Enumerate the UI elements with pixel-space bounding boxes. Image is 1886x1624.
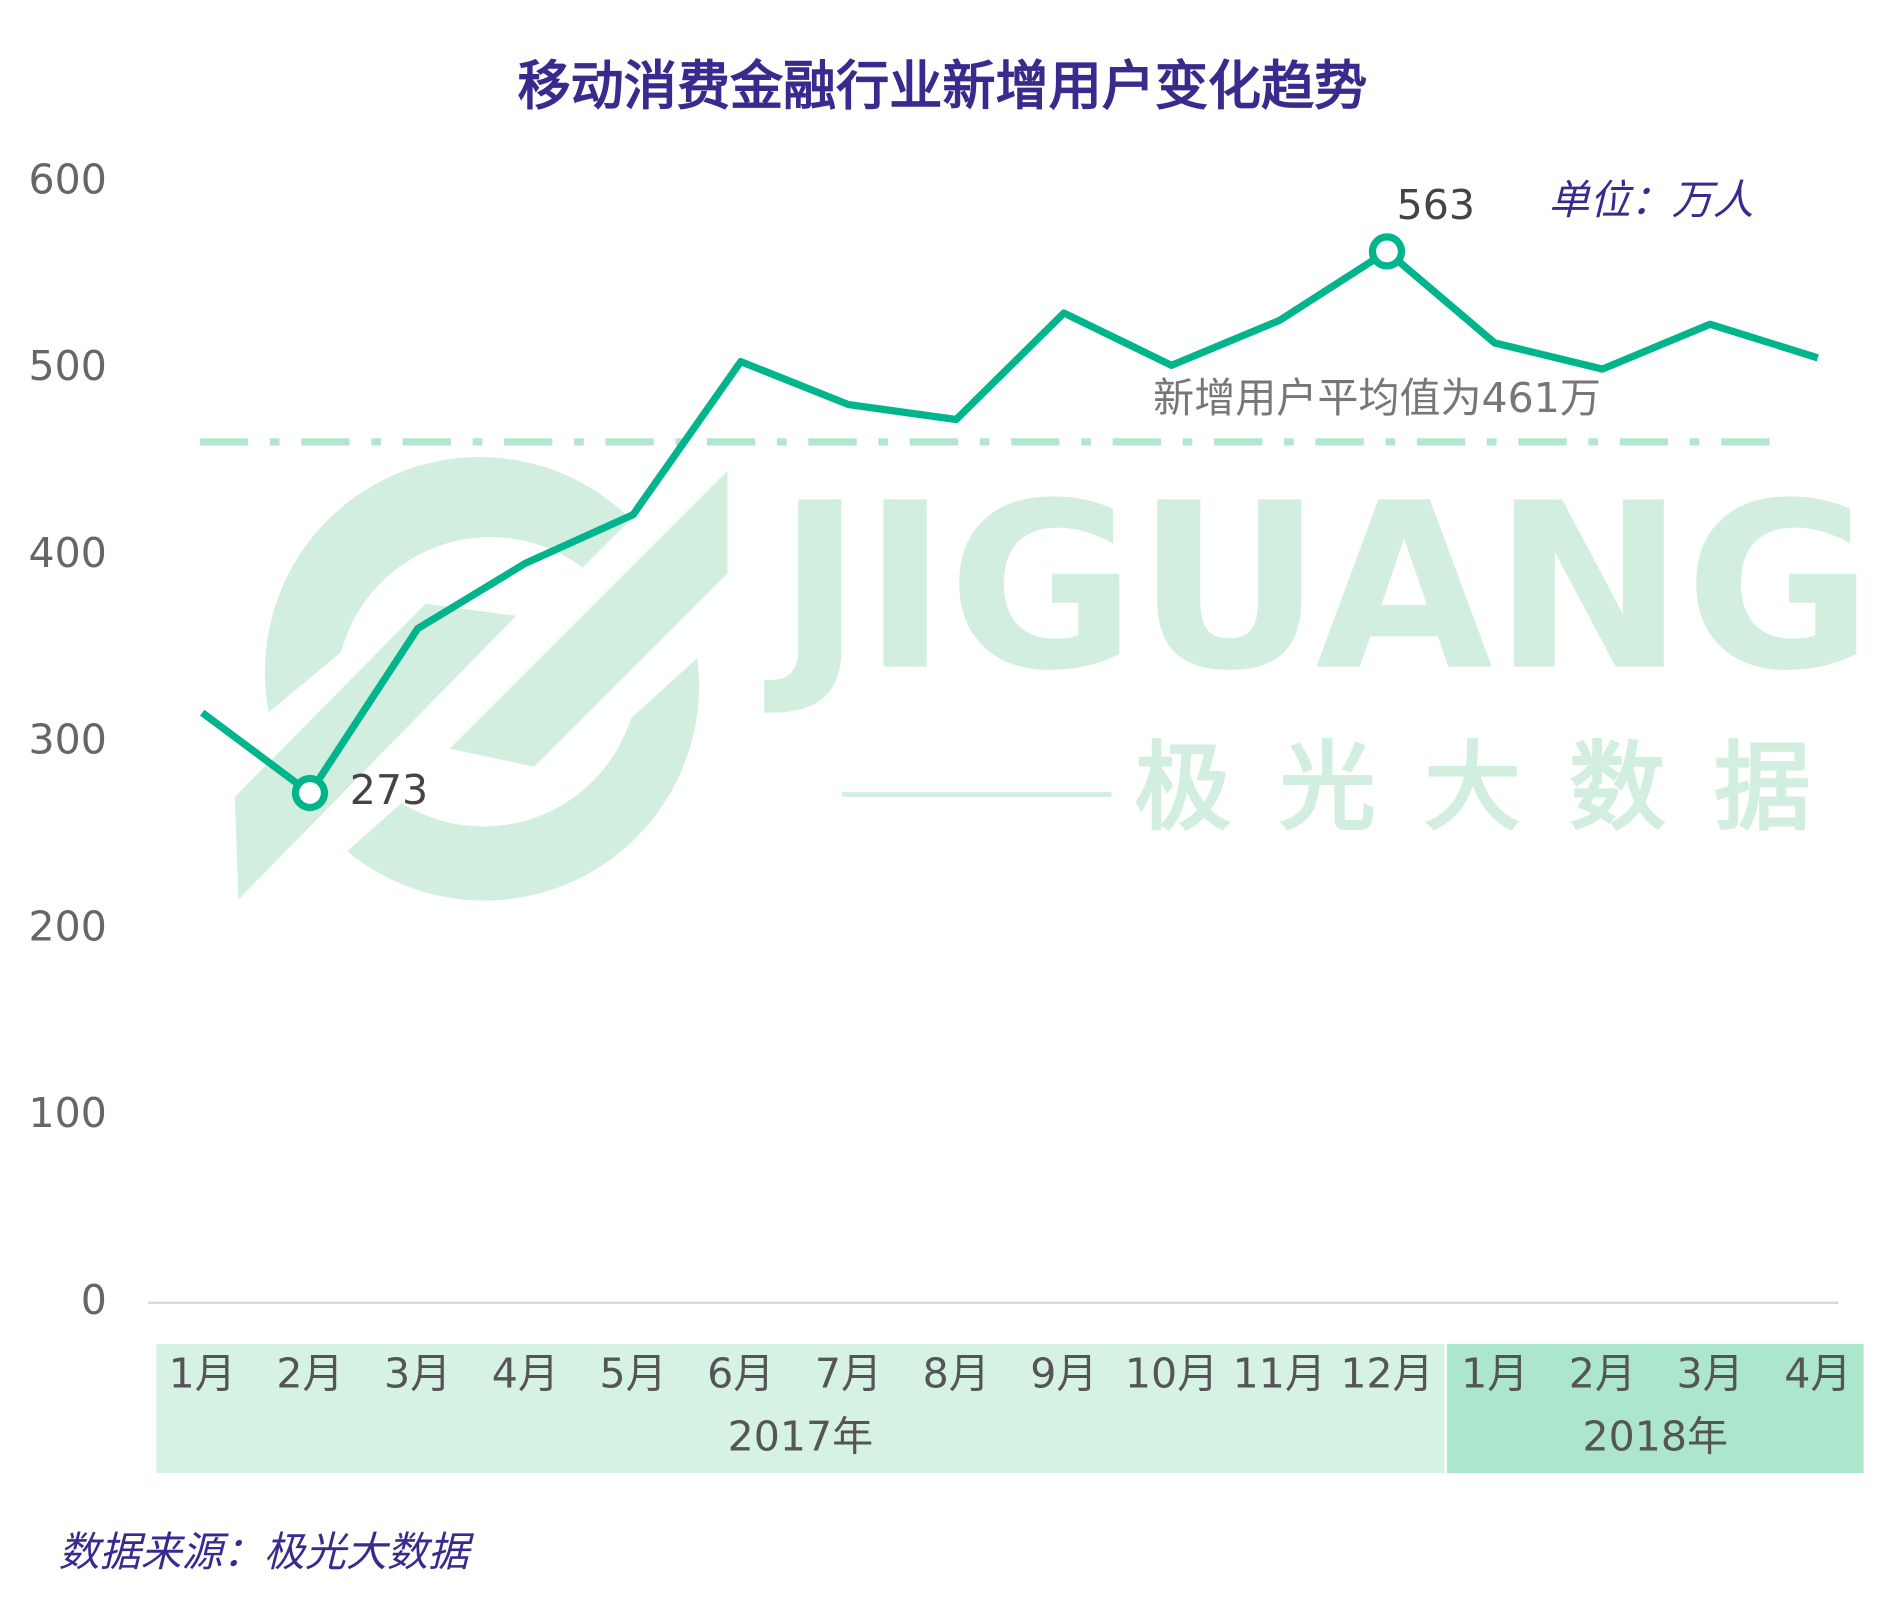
x-tick-label: 9月 <box>1030 1349 1097 1397</box>
x-tick-label: 6月 <box>707 1349 774 1397</box>
y-tick-label: 100 <box>28 1089 106 1137</box>
x-tick-label: 8月 <box>923 1349 990 1397</box>
unit-note: 单位：万人 <box>1549 176 1754 224</box>
y-tick-label: 400 <box>28 529 106 577</box>
x-tick-label: 3月 <box>1676 1349 1743 1397</box>
x-group-label: 2017年 <box>728 1412 874 1460</box>
x-tick-label: 5月 <box>599 1349 666 1397</box>
watermark-logo <box>234 457 728 901</box>
category-group-band <box>1446 1343 1864 1474</box>
x-tick-label: 4月 <box>492 1349 559 1397</box>
x-tick-label: 12月 <box>1340 1349 1433 1397</box>
category-group-band <box>156 1343 1445 1474</box>
x-tick-label: 11月 <box>1233 1349 1326 1397</box>
x-tick-label: 2月 <box>1569 1349 1636 1397</box>
watermark-text: JIGUANG <box>764 455 1873 722</box>
point-marker <box>291 774 329 812</box>
y-tick-label: 200 <box>28 902 106 950</box>
series-line <box>200 247 1819 797</box>
x-tick-label: 4月 <box>1784 1349 1851 1397</box>
y-tick-label: 0 <box>81 1276 107 1324</box>
watermark-subtext: 极光大数据 <box>1134 731 1858 844</box>
chart-title: 移动消费金融行业新增用户变化趋势 <box>518 55 1368 117</box>
x-tick-label: 1月 <box>1461 1349 1528 1397</box>
x-tick-label: 3月 <box>384 1349 451 1397</box>
x-tick-label: 2月 <box>276 1349 343 1397</box>
point-marker <box>1368 233 1406 270</box>
average-label: 新增用户平均值为461万 <box>1153 374 1601 422</box>
y-tick-label: 600 <box>28 155 106 203</box>
x-tick-label: 10月 <box>1125 1349 1218 1397</box>
y-tick-label: 500 <box>28 342 106 390</box>
y-tick-label: 300 <box>28 716 106 764</box>
x-group-label: 2018年 <box>1583 1412 1729 1460</box>
x-tick-label: 1月 <box>169 1349 236 1397</box>
x-tick-label: 7月 <box>815 1349 882 1397</box>
data-label: 563 <box>1397 181 1475 229</box>
source-note: 数据来源：极光大数据 <box>59 1528 475 1576</box>
data-label: 273 <box>350 766 428 814</box>
